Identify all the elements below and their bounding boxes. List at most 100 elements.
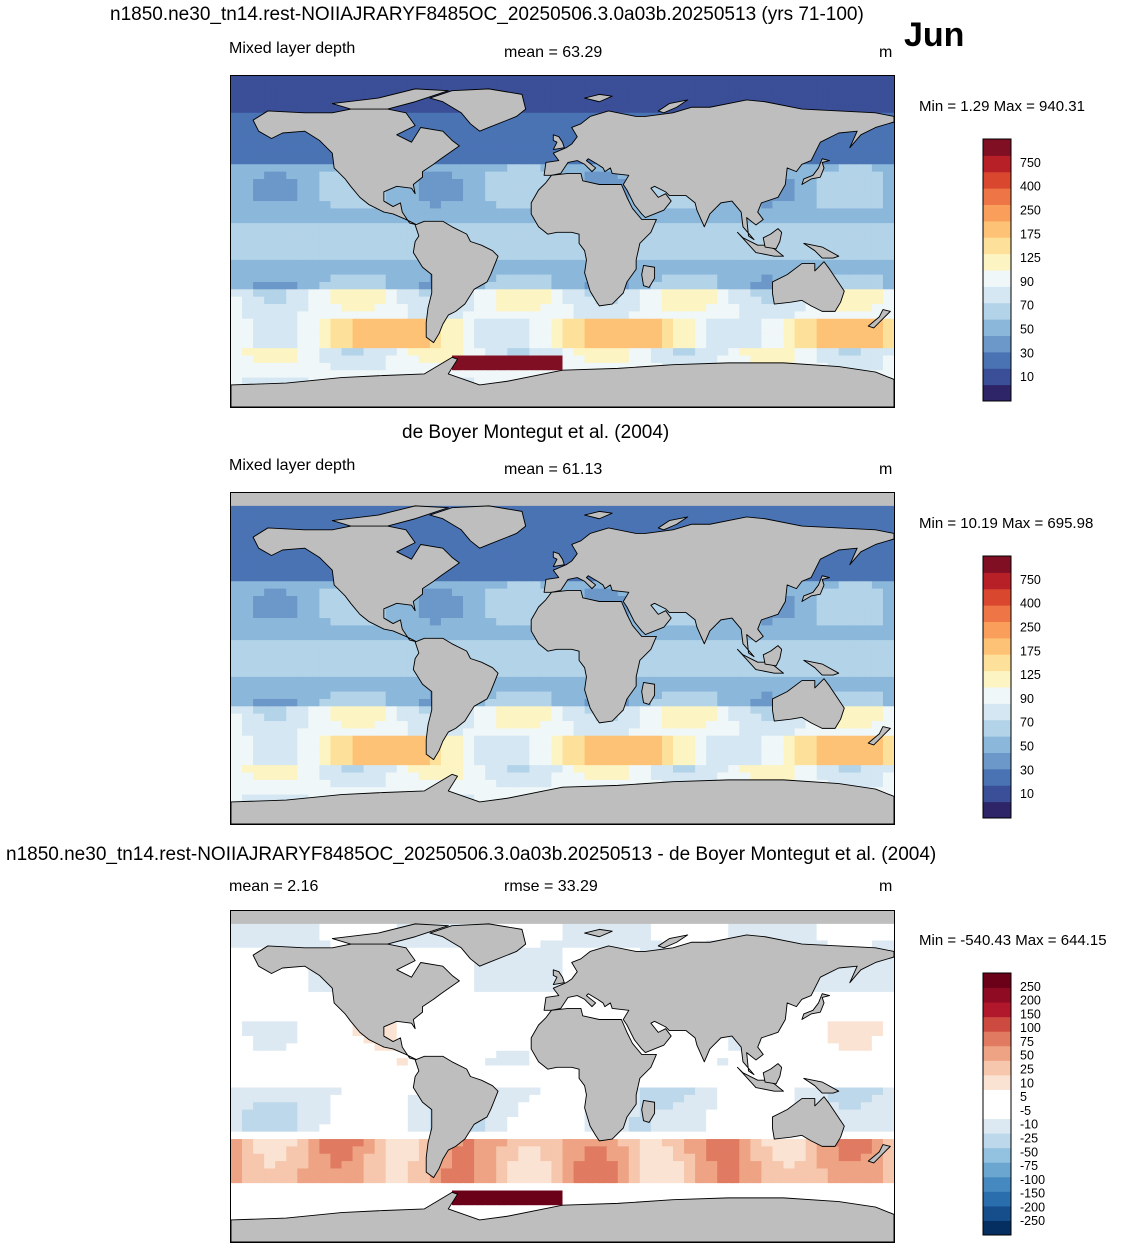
ocean-cell <box>661 735 674 744</box>
ocean-cell <box>871 259 884 268</box>
ocean-cell <box>330 186 343 195</box>
ocean-cell <box>816 610 829 619</box>
ocean-cell <box>242 573 254 582</box>
ocean-cell <box>418 333 431 342</box>
ocean-cell <box>606 757 619 766</box>
ocean-cell <box>385 355 398 364</box>
ocean-cell <box>882 618 894 626</box>
ocean-cell <box>363 259 376 268</box>
ocean-cell <box>518 566 530 575</box>
ocean-cell <box>750 750 762 759</box>
ocean-cell <box>286 735 298 744</box>
ocean-cell <box>452 112 464 121</box>
ocean-cell <box>728 76 740 84</box>
ocean-cell <box>231 274 243 283</box>
ocean-cell <box>518 76 530 84</box>
ocean-cell <box>440 618 453 626</box>
ocean-cell <box>606 588 619 597</box>
ocean-cell <box>695 676 707 685</box>
ocean-cell <box>584 515 597 523</box>
ocean-cell <box>639 289 652 298</box>
ocean-cell <box>275 676 287 685</box>
ocean-cell <box>341 743 354 751</box>
ocean-cell <box>352 259 365 268</box>
ocean-cell <box>319 98 332 106</box>
ocean-cell <box>286 522 298 531</box>
ocean-cell <box>264 259 276 268</box>
ocean-cell <box>507 311 519 320</box>
ocean-cell <box>739 296 751 305</box>
ocean-cell <box>540 274 553 283</box>
ocean-cell <box>507 632 519 641</box>
ocean-cell <box>783 735 796 744</box>
ocean-cell <box>551 289 564 298</box>
ocean-cell <box>794 311 807 320</box>
ocean-cell <box>529 362 541 371</box>
ocean-cell <box>231 566 243 575</box>
ocean-cell <box>706 676 718 685</box>
ocean-cell <box>418 340 431 349</box>
ocean-cell <box>706 267 718 276</box>
ocean-cell <box>385 105 398 114</box>
ocean-cell <box>253 743 265 751</box>
ocean-cell <box>507 662 519 671</box>
ocean-cell <box>341 326 354 334</box>
ocean-cell <box>286 573 298 582</box>
ocean-cell <box>518 245 530 254</box>
ocean-cell <box>562 311 575 320</box>
ocean-cell <box>606 178 619 187</box>
ocean-cell <box>518 647 530 656</box>
ocean-cell <box>871 647 884 656</box>
ocean-cell <box>827 654 840 663</box>
ocean-cell <box>297 318 309 327</box>
ocean-cell <box>628 522 641 531</box>
ocean-cell <box>341 654 354 663</box>
ocean-cell <box>396 230 409 239</box>
ocean-cell <box>352 83 365 92</box>
ocean-cell <box>849 333 862 342</box>
ocean-cell <box>540 237 553 246</box>
ocean-cell <box>540 296 553 305</box>
ocean-cell <box>440 588 453 597</box>
ocean-cell <box>816 142 829 151</box>
ocean-cell <box>297 595 309 604</box>
ocean-cell <box>385 215 398 224</box>
ocean-cell <box>650 105 663 114</box>
ocean-cell <box>750 296 762 305</box>
ocean-cell <box>772 618 785 626</box>
ocean-cell <box>849 595 862 604</box>
ocean-cell <box>308 289 320 298</box>
ocean-cell <box>253 171 265 180</box>
ocean-cell <box>639 728 652 737</box>
ocean-cell <box>540 142 553 151</box>
ocean-cell <box>838 156 851 165</box>
ocean-cell <box>275 311 287 320</box>
ocean-cell <box>838 603 851 612</box>
ocean-cell <box>695 355 707 364</box>
ocean-cell <box>805 230 818 239</box>
ocean-cell <box>275 90 287 99</box>
ocean-cell <box>452 156 464 165</box>
ocean-cell <box>463 640 475 649</box>
ocean-cell <box>231 362 243 371</box>
ocean-cell <box>496 691 508 700</box>
ocean-cell <box>429 201 442 209</box>
ocean-cell <box>319 728 332 737</box>
ocean-cell <box>275 765 287 774</box>
ocean-cell <box>783 610 796 619</box>
ocean-cell <box>253 186 265 195</box>
ocean-cell <box>562 515 575 523</box>
ocean-cell <box>363 625 376 634</box>
ocean-cell <box>286 581 298 590</box>
ocean-cell <box>838 698 851 707</box>
ocean-cell <box>816 348 829 357</box>
ocean-cell <box>783 355 796 364</box>
ocean-cell <box>374 76 387 84</box>
colorbar-tick-label: 400 <box>1020 180 1041 194</box>
ocean-cell <box>242 304 254 312</box>
ocean-cell <box>374 625 387 634</box>
ocean-cell <box>429 529 442 538</box>
ocean-cell <box>474 178 486 187</box>
ocean-cell <box>695 750 707 759</box>
ocean-cell <box>860 149 873 158</box>
